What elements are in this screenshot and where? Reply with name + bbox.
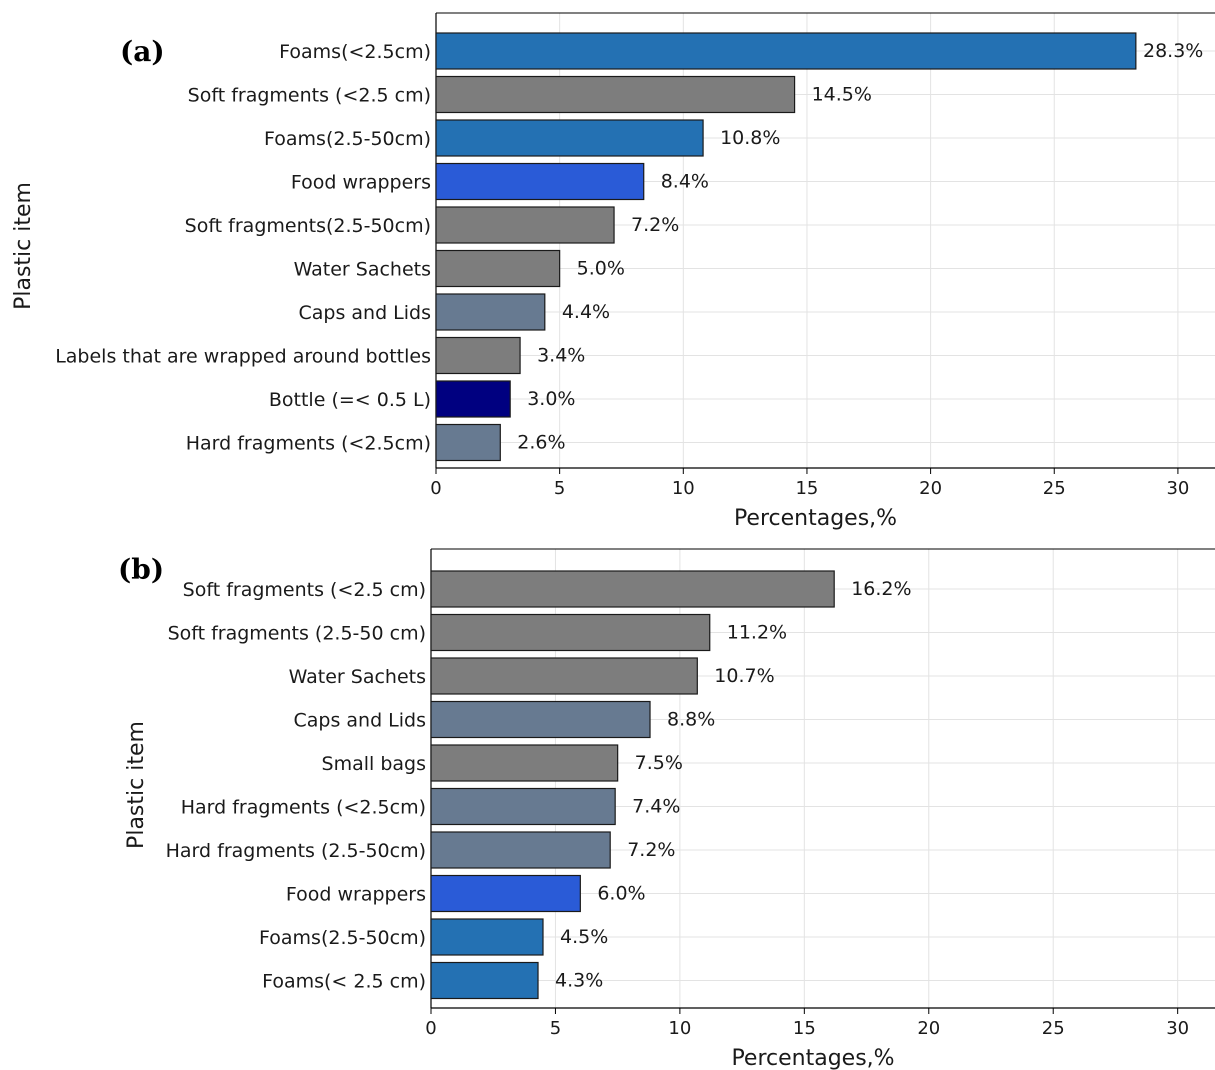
panel-a-value-label-8: 3.0% [527,388,575,410]
panel-b-value-label-1: 11.2% [727,622,787,644]
panel-b-category-label-6: Hard fragments (2.5-50cm) [166,840,426,862]
panel-a-category-label-8: Bottle (=< 0.5 L) [269,389,431,411]
panel-a-tick-label-0: 0 [430,478,441,499]
panel-a-category-label-6: Caps and Lids [298,302,431,324]
panel-a-category-label-1: Soft fragments (<2.5 cm) [188,85,431,107]
panel-b-bar-0 [430,570,835,608]
panel-b-category-label-2: Water Sachets [289,666,426,688]
panel-b-bar-5 [430,787,616,826]
panel-b-value-label-3: 8.8% [667,709,715,731]
panel-b-bar-3 [430,700,651,739]
panel-a-value-label-7: 3.4% [537,345,585,367]
panel-b-value-label-6: 7.2% [627,839,675,861]
panel-a-chart: 0 5 10 15 20 25 30 Foams(<2.5cm) 28.3% Soft fragm… [11,12,1215,531]
panel-b-tick-label-5: 5 [550,1018,561,1039]
panel-a-bar-8 [435,380,511,418]
panel-a-x-axis-title: Percentages,% [734,506,897,531]
panel-b-value-label-4: 7.5% [635,752,683,774]
panel-b-label: (b) [118,553,164,586]
panel-b-bar-1 [430,613,711,652]
panel-b-value-label-9: 4.3% [555,970,603,992]
panel-b-category-label-9: Foams(< 2.5 cm) [262,971,426,993]
panel-a-bar-5 [435,249,561,288]
panel-a-tick-label-5: 5 [554,478,565,499]
panel-b-bar-8 [430,918,544,956]
panel-b-category-label-8: Foams(2.5-50cm) [259,927,426,949]
panel-b-value-label-8: 4.5% [560,926,608,948]
panel-b-chart: 0 5 10 15 20 25 30 Soft fragments (<2.5 cm) 16.2… [118,548,1215,1070]
panel-a-tick-label-25: 25 [1043,478,1066,499]
panel-a-bar-1 [435,75,796,114]
panel-a-value-label-1: 14.5% [812,84,872,106]
panel-a-tick-label-10: 10 [672,478,695,499]
panel-a-bar-3 [435,162,645,201]
panel-a-category-label-2: Foams(2.5-50cm) [264,128,431,150]
panel-b-category-label-1: Soft fragments (2.5-50 cm) [168,623,426,645]
panel-b-tick-label-15: 15 [793,1018,816,1039]
panel-a-value-label-5: 5.0% [577,258,625,280]
panel-a-bar-9 [435,423,501,462]
panel-b-value-label-2: 10.7% [714,665,774,687]
panel-a-bar-4 [435,206,615,244]
panel-a-tick-label-15: 15 [795,478,818,499]
panel-b-tick-label-10: 10 [668,1018,691,1039]
panel-a-label: (a) [120,35,165,68]
panel-b-bar-4 [430,744,619,782]
panel-b-category-label-0: Soft fragments (<2.5 cm) [183,579,426,601]
panel-a-value-label-0: 28.3% [1143,40,1203,62]
panel-b-category-label-4: Small bags [322,753,426,775]
panel-b-tick-label-30: 30 [1166,1018,1189,1039]
panel-a-bar-0 [435,32,1137,70]
panel-a-tick-label-30: 30 [1166,478,1189,499]
panel-a-category-label-5: Water Sachets [294,259,431,281]
panel-b-category-label-7: Food wrappers [286,884,426,906]
panel-a-category-label-9: Hard fragments (<2.5cm) [186,433,431,455]
panel-a-value-label-3: 8.4% [661,171,709,193]
panel-b-x-axis-title: Percentages,% [731,1046,894,1070]
panel-a-category-label-7: Labels that are wrapped around bottles [55,346,431,368]
panel-a-value-label-2: 10.8% [720,127,780,149]
panel-b-value-label-7: 6.0% [597,883,645,905]
panel-a-y-axis-title: Plastic item [11,182,36,310]
panel-b-bar-6 [430,831,611,869]
panel-a-value-label-4: 7.2% [631,214,679,236]
panel-b-value-label-0: 16.2% [851,578,911,600]
panel-a-category-label-4: Soft fragments(2.5-50cm) [185,215,431,237]
panel-a-tick-label-20: 20 [919,478,942,499]
panel-b-category-label-5: Hard fragments (<2.5cm) [181,797,426,819]
panel-b-bar-2 [430,657,698,695]
panel-b-category-label-3: Caps and Lids [293,710,426,732]
panel-b-y-axis-title: Plastic item [124,721,149,849]
panel-b-tick-label-0: 0 [425,1018,436,1039]
panel-b-value-label-5: 7.4% [632,796,680,818]
panel-b-bar-7 [430,874,581,913]
panel-b-tick-label-20: 20 [917,1018,940,1039]
panel-a-category-label-3: Food wrappers [291,172,431,194]
panel-a-bar-7 [435,336,521,375]
panel-a-value-label-9: 2.6% [517,432,565,454]
panel-b-bar-9 [430,961,539,1000]
panel-b-tick-label-25: 25 [1042,1018,1065,1039]
panel-a-category-label-0: Foams(<2.5cm) [279,41,431,63]
panel-a-bar-2 [435,119,704,157]
panel-a-value-label-6: 4.4% [562,301,610,323]
panel-a-bar-6 [435,293,546,331]
